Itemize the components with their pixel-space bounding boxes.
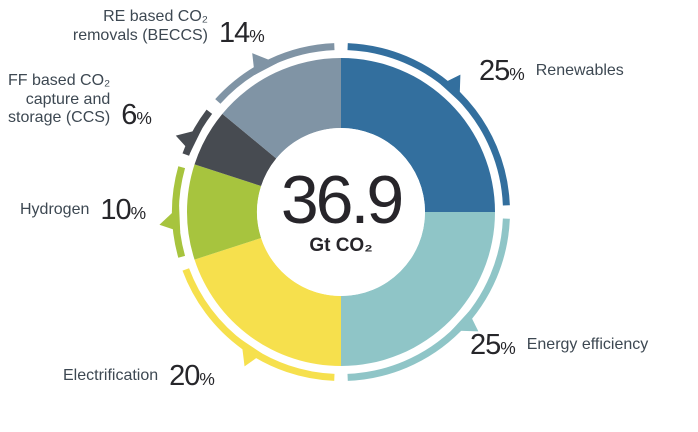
ccs-name: FF based CO₂ capture and storage (CCS) bbox=[8, 72, 110, 128]
beccs-name-line1: RE based CO₂ bbox=[103, 8, 208, 25]
label-hydrogen: Hydrogen 10% bbox=[20, 196, 146, 225]
beccs-name: RE based CO₂ removals (BECCS) bbox=[28, 8, 208, 45]
renewables-name: Renewables bbox=[535, 62, 624, 80]
hydrogen-name: Hydrogen bbox=[20, 201, 90, 219]
label-electrification: Electrification 20% bbox=[63, 362, 215, 391]
segment-ff-based-co-capture-and-storage-ccs bbox=[194, 113, 277, 187]
renewables-pct-sign: % bbox=[509, 64, 525, 84]
hydrogen-pct-value: 10 bbox=[100, 194, 131, 226]
energy-efficiency-pct-value: 25 bbox=[470, 329, 501, 361]
label-beccs: RE based CO₂ removals (BECCS) 14% bbox=[28, 8, 265, 48]
beccs-pct-value: 14 bbox=[219, 17, 250, 50]
pointer-renewables bbox=[440, 74, 461, 102]
electrification-pct-value: 20 bbox=[169, 360, 200, 392]
label-energy-efficiency: 25% Energy efficiency bbox=[470, 331, 648, 360]
center-text: 36.9 Gt CO₂ bbox=[241, 162, 441, 257]
beccs-name-line2: removals (BECCS) bbox=[72, 26, 208, 44]
pointer-energy-efficiency bbox=[451, 311, 479, 332]
electrification-pct-sign: % bbox=[199, 369, 215, 389]
segment-energy-efficiency bbox=[341, 212, 495, 366]
pointer-electrification bbox=[241, 339, 263, 367]
pointer-ff-based-co-capture-and-storage-ccs bbox=[175, 129, 202, 152]
ccs-name-line2: capture and bbox=[25, 90, 111, 108]
ccs-name-line1: FF based CO₂ bbox=[8, 72, 111, 89]
electrification-name: Electrification bbox=[63, 367, 159, 385]
center-value: 36.9 bbox=[280, 162, 404, 238]
hydrogen-pct-sign: % bbox=[130, 203, 147, 223]
segment-re-based-co-removals-beccs bbox=[222, 58, 341, 159]
ccs-pct: 6% bbox=[121, 98, 152, 131]
segment-hydrogen bbox=[186, 164, 262, 260]
ccs-name-line3: storage (CCS) bbox=[8, 109, 111, 127]
ccs-pct-value: 6 bbox=[121, 98, 137, 131]
energy-efficiency-name: Energy efficiency bbox=[526, 336, 649, 354]
beccs-pct: 14% bbox=[219, 19, 265, 48]
pointer-re-based-co-removals-beccs bbox=[252, 53, 278, 75]
renewables-pct: 25% bbox=[479, 57, 525, 86]
segment-electrification bbox=[194, 237, 341, 366]
energy-efficiency-pct-sign: % bbox=[500, 338, 516, 358]
beccs-pct-sign: % bbox=[249, 26, 265, 47]
hydrogen-pct: 10% bbox=[100, 196, 146, 225]
pointer-hydrogen bbox=[159, 206, 181, 232]
label-renewables: 25% Renewables bbox=[479, 57, 624, 86]
energy-efficiency-pct: 25% bbox=[470, 331, 516, 360]
center-unit: Gt CO₂ bbox=[309, 234, 373, 256]
ccs-pct-sign: % bbox=[136, 107, 152, 128]
segment-renewables bbox=[341, 58, 495, 212]
electrification-pct: 20% bbox=[169, 362, 215, 391]
label-ccs: FF based CO₂ capture and storage (CCS) 6… bbox=[8, 72, 152, 131]
renewables-pct-value: 25 bbox=[479, 55, 510, 87]
center-hole bbox=[257, 128, 425, 296]
